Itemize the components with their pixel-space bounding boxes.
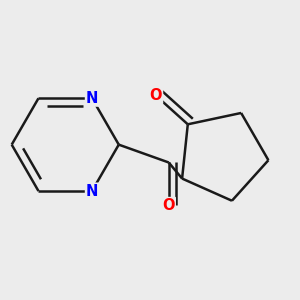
Text: N: N (86, 184, 98, 199)
Text: N: N (86, 91, 98, 106)
Text: O: O (163, 198, 175, 213)
Text: O: O (150, 88, 162, 103)
